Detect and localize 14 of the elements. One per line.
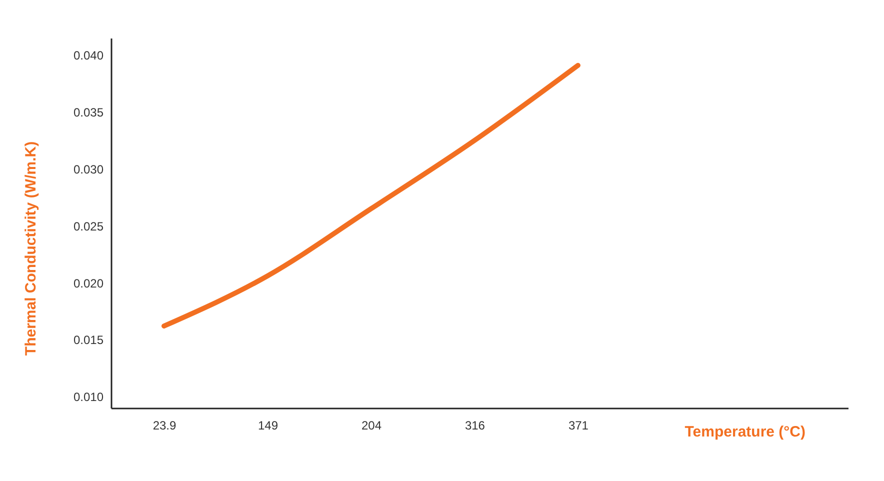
x-axis-title: Temperature (°C): [684, 424, 806, 440]
y-axis-title: Thermal Conductivity (W/m.K): [22, 141, 40, 356]
x-tick-label: 149: [258, 418, 278, 432]
y-tick-label: 0.030: [73, 162, 104, 176]
y-tick-label: 0.010: [73, 390, 104, 404]
x-tick-label: 316: [464, 418, 486, 432]
x-tick-label: 23.9: [152, 418, 176, 432]
y-tick-label: 0.020: [73, 276, 104, 290]
x-tick-label: 204: [361, 418, 382, 432]
y-tick-label: 0.025: [73, 219, 104, 234]
y-tick-label: 0.035: [73, 106, 104, 120]
y-tick-label: 0.015: [73, 333, 104, 348]
y-tick-label: 0.040: [73, 48, 104, 63]
x-tick-label: 371: [568, 418, 589, 432]
